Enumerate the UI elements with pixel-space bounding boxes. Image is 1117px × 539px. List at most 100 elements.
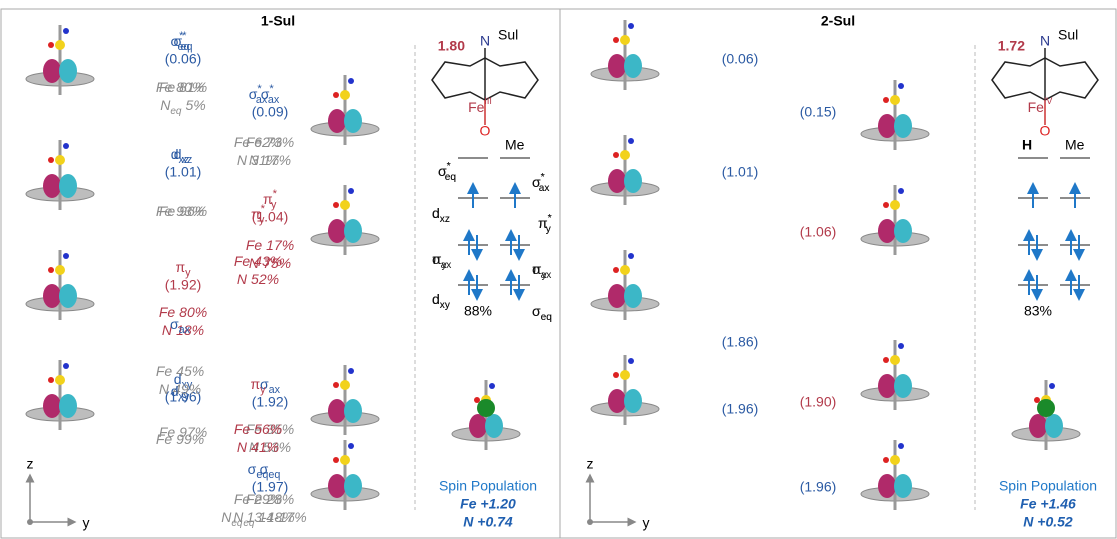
- sul: Sul: [1058, 27, 1078, 43]
- nitrogen: [63, 253, 69, 259]
- subscript: eq: [170, 106, 182, 117]
- symbol: σ: [248, 461, 257, 477]
- lobe-cyan: [344, 219, 362, 243]
- oxygen: [48, 157, 54, 163]
- superscript: *: [548, 212, 552, 224]
- subscript: xz: [179, 154, 190, 166]
- oxygen: [333, 382, 339, 388]
- percent: 80%: [176, 79, 204, 95]
- element: Fe: [156, 203, 173, 219]
- oxygen: [48, 42, 54, 48]
- percent: 93%: [176, 203, 204, 219]
- superscript: *: [447, 160, 451, 172]
- atom-o: O: [1040, 123, 1051, 139]
- symbol: d: [171, 383, 179, 399]
- nitrogen: [63, 363, 69, 369]
- subscript: xz: [440, 214, 450, 225]
- nitrogen: [348, 368, 354, 374]
- lobe-magenta: [1029, 414, 1047, 438]
- lobe-magenta: [608, 389, 626, 413]
- nitrogen: [348, 78, 354, 84]
- element: N: [237, 152, 248, 168]
- subscript: ax: [441, 260, 452, 271]
- y-label: y: [83, 515, 90, 531]
- percent: 62%: [254, 134, 282, 150]
- spin-title: Spin Population: [439, 478, 537, 494]
- composition: N31%: [237, 152, 279, 168]
- occupation: (0.06): [165, 51, 202, 67]
- percent: 31%: [251, 152, 279, 168]
- sul: Sul: [498, 27, 518, 43]
- nitrogen: [898, 343, 904, 349]
- symbol: σ: [532, 303, 541, 319]
- z-label: z: [27, 456, 34, 472]
- lobe-cyan: [59, 174, 77, 198]
- nitrogen: [348, 188, 354, 194]
- percent: 99%: [176, 431, 204, 447]
- symbol: d: [432, 291, 440, 307]
- lobe-cyan: [344, 474, 362, 498]
- oxygen: [613, 267, 619, 273]
- spin-n: N +0.74: [463, 514, 513, 530]
- lobe-magenta: [43, 59, 61, 83]
- percent: 83%: [1024, 303, 1052, 319]
- percent: 41%: [251, 439, 279, 455]
- occupation: (1.01): [165, 164, 202, 180]
- nitrogen: [348, 443, 354, 449]
- lobe-cyan: [624, 54, 642, 78]
- sulfur: [890, 355, 900, 365]
- orbital-label: σ*ax: [532, 171, 549, 194]
- bond-length: 1.80: [438, 38, 465, 54]
- lobe-cyan: [59, 284, 77, 308]
- orbital-label: σeq: [532, 303, 552, 323]
- element: N: [159, 381, 170, 397]
- lobe-cyan: [894, 374, 912, 398]
- nitrogen: [898, 443, 904, 449]
- orbital-label: π*y: [263, 188, 278, 211]
- atom-o: O: [480, 123, 491, 139]
- lobe-cyan: [894, 114, 912, 138]
- lobe-cyan: [1045, 414, 1063, 438]
- lobe-cyan: [59, 59, 77, 83]
- oxygen: [1034, 397, 1040, 403]
- nitrogen: [628, 358, 634, 364]
- subscript: y: [260, 384, 266, 396]
- occupation: (0.15): [800, 104, 837, 120]
- atom-n: N: [480, 33, 490, 49]
- lobe-cyan: [485, 414, 503, 438]
- composition: Fe45%: [156, 363, 204, 379]
- lobe-cyan: [894, 474, 912, 498]
- lobe-magenta: [608, 284, 626, 308]
- element: Fe: [156, 431, 173, 447]
- subscript: xy: [179, 391, 190, 403]
- subscript: ax: [268, 94, 280, 106]
- spin-fe: Fe +1.20: [460, 496, 516, 512]
- oxygen: [613, 152, 619, 158]
- orbital-label: σ*eq: [438, 160, 456, 183]
- subscript: eq: [268, 469, 280, 481]
- sulfur: [55, 40, 65, 50]
- occupation: (1.86): [722, 334, 759, 350]
- oxygen: [883, 202, 889, 208]
- composition: N41%: [237, 439, 279, 455]
- sulfur: [340, 200, 350, 210]
- bond-length: 1.72: [998, 38, 1025, 54]
- z-label: z: [587, 456, 594, 472]
- occupation: (1.06): [800, 224, 837, 240]
- subscript: ax: [179, 324, 191, 336]
- fe: Fe: [468, 99, 485, 115]
- sulfur: [620, 150, 630, 160]
- atom-fe: FeIV: [1028, 96, 1053, 114]
- superscript: *: [541, 171, 545, 183]
- symbol: π: [532, 261, 542, 277]
- element: Fe: [234, 491, 251, 507]
- spin-lobe: [1037, 399, 1055, 417]
- nitrogen: [63, 143, 69, 149]
- sulfur: [340, 455, 350, 465]
- percent: 5%: [186, 97, 206, 113]
- sulfur: [55, 155, 65, 165]
- composition: Fe29%: [234, 491, 282, 507]
- atom-h: H: [1022, 137, 1032, 153]
